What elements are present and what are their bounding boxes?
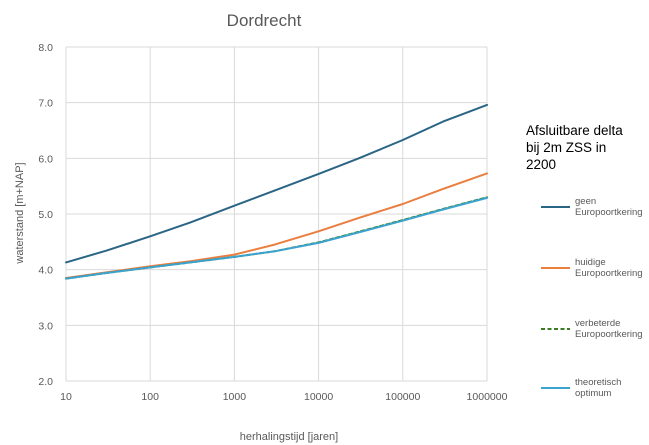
legend-label-1: geen Europoortkering [575, 196, 643, 218]
legend-label-4: theoretisch optimum [575, 377, 621, 399]
series-line-1 [65, 103, 488, 264]
x-tick-label: 100 [141, 391, 159, 403]
series-lines [65, 103, 488, 280]
legend-title: Afsluitbare delta bij 2m ZSS in 2200 [526, 123, 623, 172]
y-tick-label: 5.0 [38, 209, 53, 221]
y-tick-label: 2.0 [38, 376, 53, 388]
chart-title: Dordrecht [227, 11, 302, 30]
x-tick-label: 1000 [223, 391, 247, 403]
y-tick-label: 3.0 [38, 320, 53, 332]
y-tick-label: 7.0 [38, 98, 53, 110]
series-line-3 [65, 196, 488, 280]
x-tick-label: 10 [60, 391, 72, 403]
x-tick-label: 10000 [304, 391, 333, 403]
legend-label-3: verbeterde Europoortkering [575, 318, 643, 340]
legend-label-2: huidige Europoortkering [575, 257, 643, 279]
y-tick-label: 8.0 [38, 42, 53, 54]
y-tick-label: 4.0 [38, 265, 53, 277]
legend: Afsluitbare delta bij 2m ZSS in 2200 geen Eu… [526, 123, 643, 399]
x-tick-labels: 10 100 1000 10000 100000 1000000 [60, 391, 507, 403]
y-tick-label: 6.0 [38, 153, 53, 165]
x-tick-label: 100000 [385, 391, 420, 403]
y-axis-label: waterstand [m+NAP] [14, 162, 26, 264]
x-tick-label: 1000000 [467, 391, 508, 403]
grid [65, 46, 488, 382]
y-tick-labels: 2.0 3.0 4.0 5.0 6.0 7.0 8.0 [38, 42, 53, 388]
series-line-4 [65, 196, 488, 280]
x-axis-label: herhalingstijd [jaren] [240, 431, 338, 443]
